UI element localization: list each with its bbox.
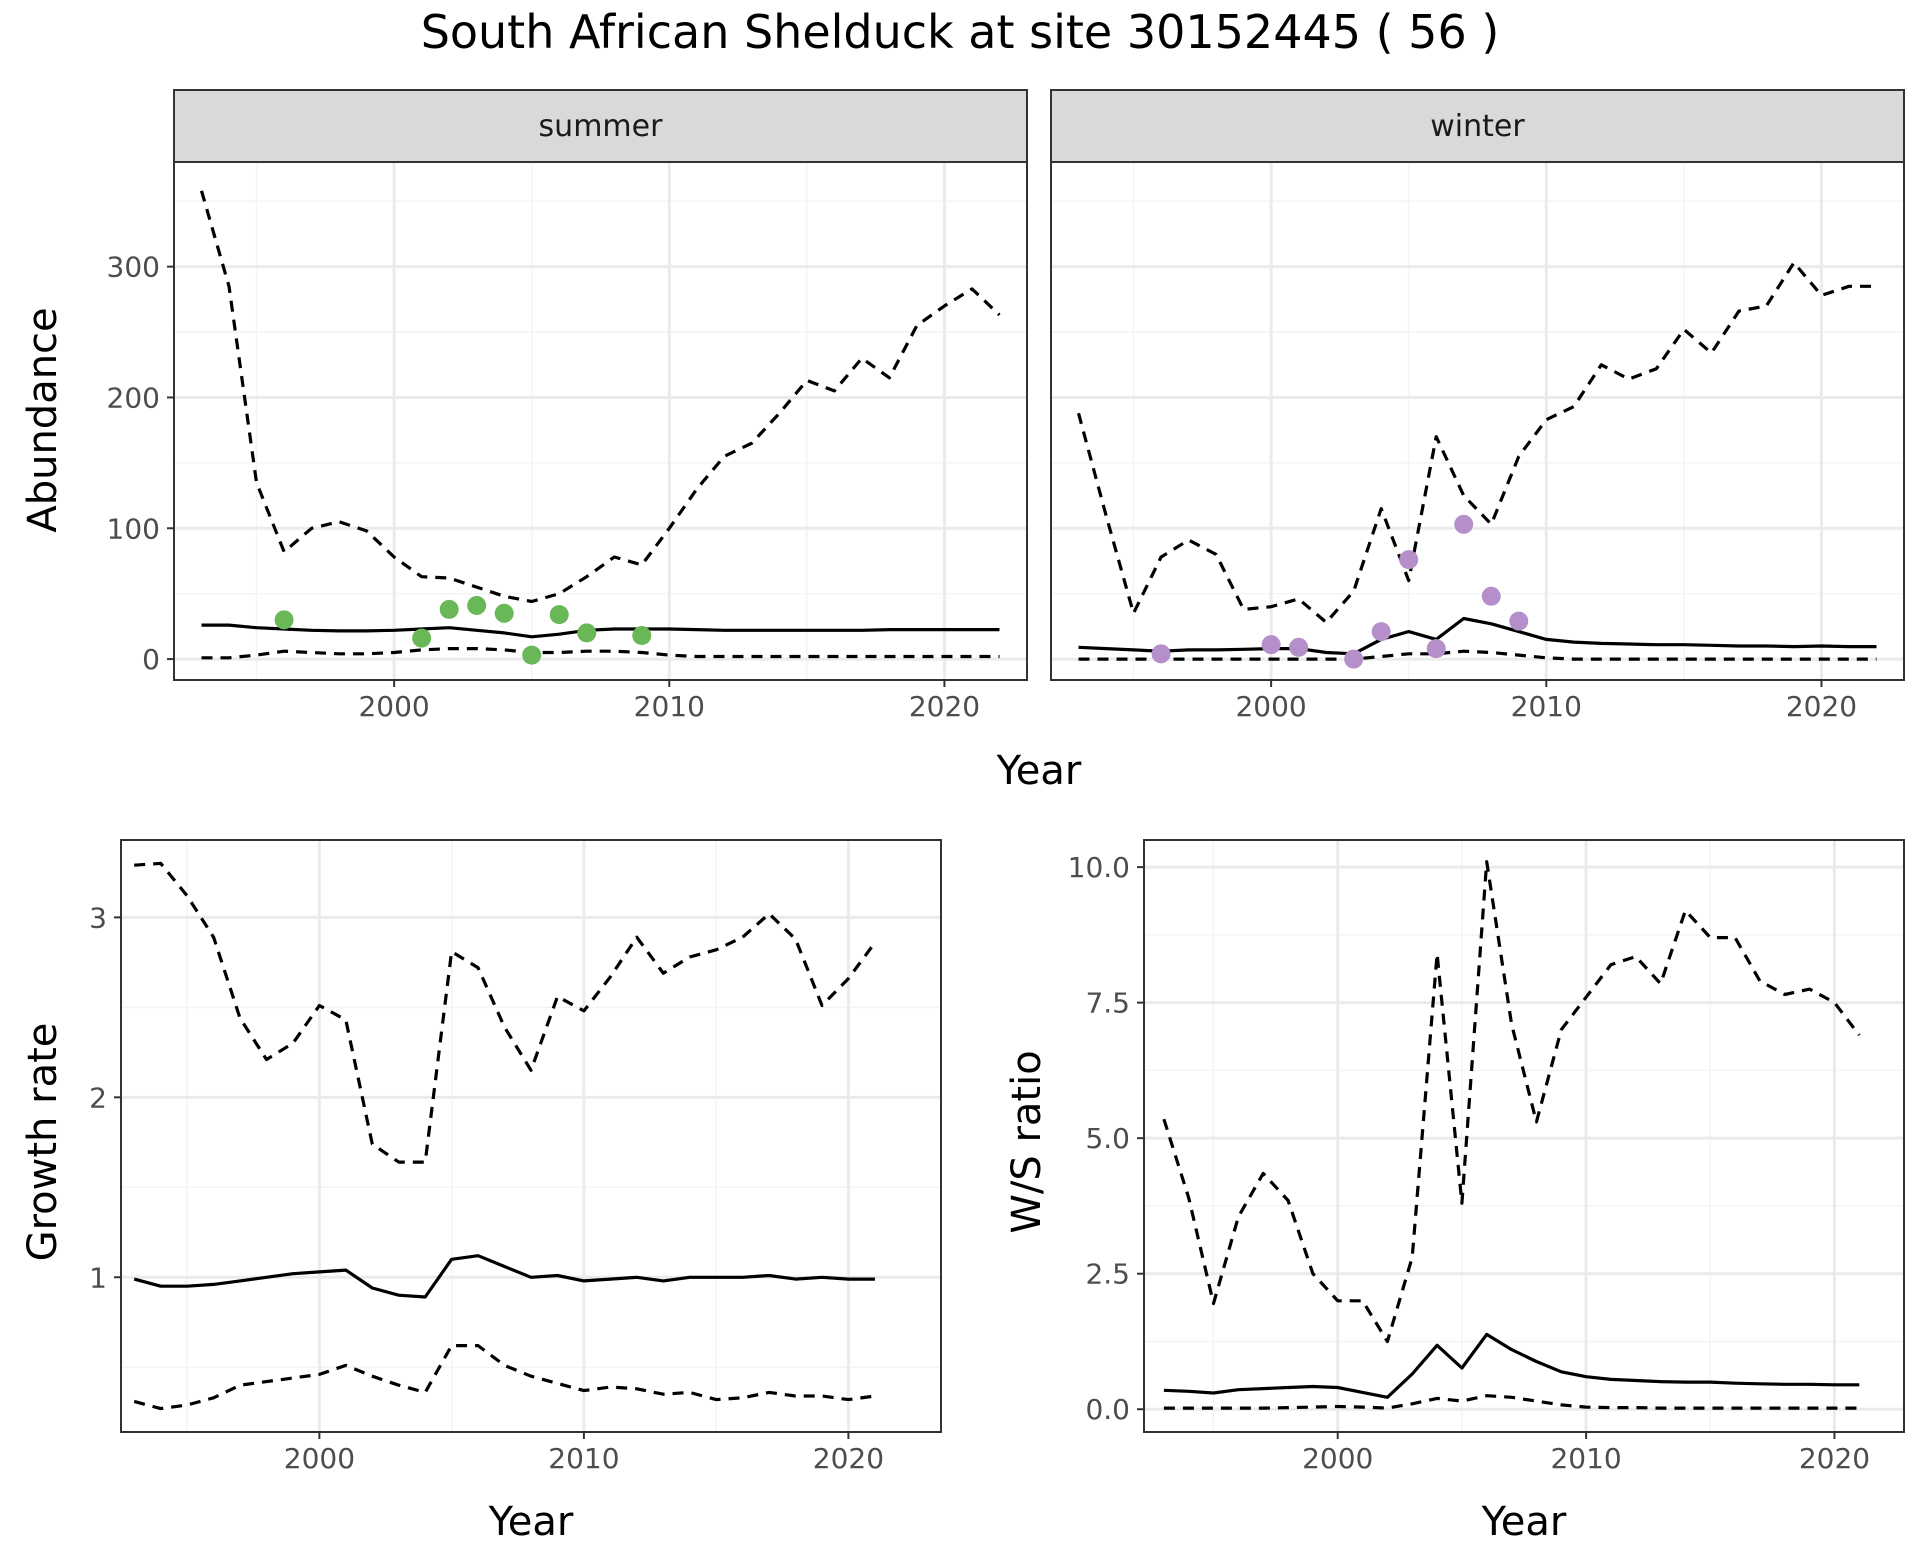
growth-x-tick-label: 2000 xyxy=(284,1442,355,1475)
ratio-x-title: Year xyxy=(1481,1499,1567,1545)
growth-frame xyxy=(120,839,942,1433)
winter-upper-bound-line xyxy=(1076,261,1877,624)
summer-observed-point xyxy=(549,605,569,625)
ratio-mean-line xyxy=(1163,1332,1860,1399)
chart-title: South African Shelduck at site 30152445 … xyxy=(421,5,1500,59)
abundance-x-title: Year xyxy=(996,748,1082,794)
summer-observed-point xyxy=(494,603,514,623)
winter-observed-point xyxy=(1399,550,1419,570)
winter-observed-point xyxy=(1454,514,1474,534)
ratio-x-tick-label: 2010 xyxy=(1550,1442,1621,1475)
ratio-y-title: W/S ratio xyxy=(1004,1050,1050,1233)
ratio-frame xyxy=(1143,839,1905,1433)
growth-y-tick-label: 3 xyxy=(89,901,107,934)
winter-observed-point xyxy=(1261,635,1281,655)
abundance-y-title: Abundance xyxy=(20,307,66,532)
growth-x-tick-label: 2010 xyxy=(548,1442,619,1475)
summer-observed-point xyxy=(439,599,459,619)
winter-observed-point xyxy=(1426,639,1446,659)
winter-background xyxy=(1051,162,1904,680)
summer-observed-point xyxy=(412,628,432,648)
summer-background xyxy=(174,162,1027,680)
ratio-background xyxy=(1144,840,1904,1432)
growth-y-tick-label: 1 xyxy=(89,1261,107,1294)
winter-lower-bound-line xyxy=(1078,649,1877,661)
growth-x-title: Year xyxy=(488,1499,574,1545)
strip-summer-label: summer xyxy=(539,109,664,144)
summer-mean-line xyxy=(201,623,1000,639)
summer-observed-point xyxy=(632,626,652,646)
summer-lower-bound-line xyxy=(201,647,1000,660)
summer-plot: 2000 2010 2020 0 100 200 300 xyxy=(107,161,1028,723)
winter-plot: 2000 2010 2020 xyxy=(1050,161,1905,723)
summer-y-tick-label: 100 xyxy=(107,512,160,545)
panel-winter: winter xyxy=(1050,89,1905,163)
winter-observed-point xyxy=(1289,637,1309,657)
summer-x-tick-label: 2010 xyxy=(634,690,705,723)
growth-lower-bound-line xyxy=(133,1344,876,1411)
growth-upper-bound-line xyxy=(134,861,877,1164)
growth-x-tick-label: 2020 xyxy=(813,1442,884,1475)
growth-y-tick-label: 2 xyxy=(89,1081,107,1114)
winter-observed-point xyxy=(1151,644,1171,664)
winter-observed-point xyxy=(1481,586,1501,606)
winter-observed-point xyxy=(1371,622,1391,642)
ratio-y-tick-label: 0.0 xyxy=(1085,1393,1130,1426)
winter-mean-line xyxy=(1078,616,1877,656)
summer-x-tick-label: 2000 xyxy=(358,690,429,723)
summer-observed-point xyxy=(467,595,487,615)
winter-x-tick-label: 2010 xyxy=(1511,690,1582,723)
ratio-y-tick-label: 10.0 xyxy=(1068,851,1130,884)
summer-y-tick-label: 0 xyxy=(142,643,160,676)
winter-observed-point xyxy=(1344,649,1364,669)
strip-winter-bg xyxy=(1050,89,1905,163)
summer-observed-point xyxy=(522,645,542,665)
summer-x-tick-label: 2020 xyxy=(909,690,980,723)
ratio-y-tick-label: 7.5 xyxy=(1085,987,1130,1020)
strip-summer-bg xyxy=(173,89,1028,163)
winter-observed-point xyxy=(1509,611,1529,631)
ratio-y-tick-label: 5.0 xyxy=(1085,1122,1130,1155)
growth-y-title: Growth rate xyxy=(20,1023,66,1262)
summer-y-tick-label: 300 xyxy=(107,251,160,284)
summer-upper-bound-line xyxy=(199,190,1001,604)
growth-plot: 2000 2010 2020 1 2 3 xyxy=(89,839,942,1475)
ratio-x-tick-label: 2020 xyxy=(1799,1442,1870,1475)
growth-background xyxy=(121,840,941,1432)
summer-observed-point xyxy=(274,610,294,630)
strip-winter-label: winter xyxy=(1430,109,1525,144)
ratio-plot: 2000 2010 2020 0.0 2.5 5.0 7.5 10.0 xyxy=(1068,839,1905,1475)
summer-observed-point xyxy=(577,623,597,643)
winter-x-tick-label: 2000 xyxy=(1235,690,1306,723)
ratio-lower-bound-line xyxy=(1163,1394,1860,1410)
ratio-y-tick-label: 2.5 xyxy=(1085,1258,1130,1291)
summer-y-tick-label: 200 xyxy=(107,381,160,414)
growth-mean-line xyxy=(133,1254,875,1299)
ratio-x-tick-label: 2000 xyxy=(1302,1442,1373,1475)
winter-x-tick-label: 2020 xyxy=(1786,690,1857,723)
panel-summer: summer xyxy=(173,89,1028,163)
